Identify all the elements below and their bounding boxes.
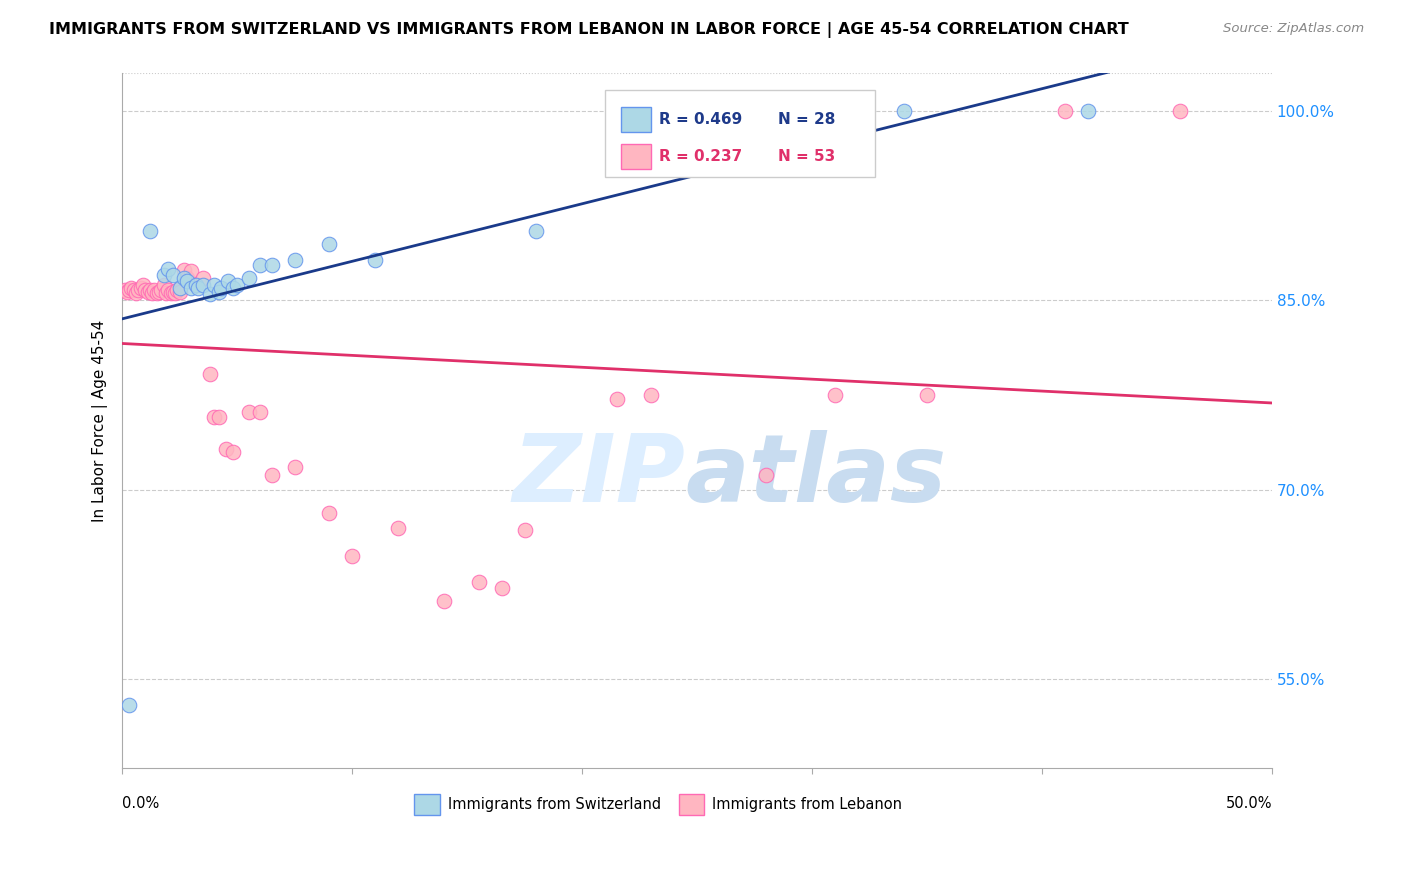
Point	[157, 283, 180, 297]
Point	[221, 281, 243, 295]
Point	[159, 285, 181, 300]
Point	[217, 275, 239, 289]
Point	[893, 103, 915, 118]
Point	[180, 281, 202, 295]
Point	[122, 283, 145, 297]
Point	[249, 404, 271, 418]
Point	[187, 281, 209, 295]
Text: 50.0%: 50.0%	[1226, 796, 1272, 811]
Point	[127, 283, 149, 297]
Point	[318, 236, 340, 251]
Point	[202, 278, 225, 293]
Text: R = 0.237: R = 0.237	[659, 149, 742, 163]
Point	[340, 549, 363, 563]
Point	[118, 283, 141, 297]
FancyBboxPatch shape	[621, 107, 651, 132]
Point	[145, 285, 167, 300]
Point	[606, 392, 628, 406]
Point	[524, 224, 547, 238]
Point	[238, 404, 260, 418]
Point	[139, 224, 162, 238]
Point	[134, 283, 156, 297]
FancyBboxPatch shape	[415, 794, 440, 815]
Point	[120, 281, 142, 295]
Point	[364, 252, 387, 267]
Point	[1168, 103, 1191, 118]
Point	[184, 278, 207, 293]
Point	[180, 264, 202, 278]
Point	[148, 285, 170, 299]
Text: ZIP: ZIP	[513, 430, 686, 522]
Point	[150, 283, 173, 297]
Point	[152, 268, 174, 282]
Point	[467, 575, 489, 590]
Point	[191, 278, 214, 293]
Point	[139, 283, 162, 297]
Point	[169, 285, 191, 299]
Point	[208, 285, 231, 299]
Point	[491, 582, 513, 596]
Point	[114, 283, 136, 297]
Point	[198, 287, 221, 301]
Point	[318, 506, 340, 520]
Point	[173, 263, 195, 277]
Point	[184, 278, 207, 293]
Text: N = 28: N = 28	[778, 112, 835, 127]
Point	[249, 258, 271, 272]
Point	[118, 698, 141, 712]
Point	[915, 388, 938, 402]
FancyBboxPatch shape	[679, 794, 704, 815]
Point	[136, 285, 159, 299]
Text: IMMIGRANTS FROM SWITZERLAND VS IMMIGRANTS FROM LEBANON IN LABOR FORCE | AGE 45-5: IMMIGRANTS FROM SWITZERLAND VS IMMIGRANT…	[49, 22, 1129, 38]
Text: Source: ZipAtlas.com: Source: ZipAtlas.com	[1223, 22, 1364, 36]
Text: Immigrants from Lebanon: Immigrants from Lebanon	[711, 797, 903, 813]
Point	[755, 467, 778, 482]
Point	[221, 445, 243, 459]
Point	[260, 467, 283, 482]
Text: N = 53: N = 53	[778, 149, 835, 163]
Point	[191, 270, 214, 285]
Point	[173, 270, 195, 285]
Point	[202, 409, 225, 424]
Point	[284, 460, 307, 475]
Point	[129, 281, 152, 295]
Point	[640, 388, 662, 402]
Point	[162, 268, 184, 282]
Point	[115, 285, 138, 299]
FancyBboxPatch shape	[605, 90, 876, 178]
Point	[238, 270, 260, 285]
Text: R = 0.469: R = 0.469	[659, 112, 742, 127]
Point	[226, 278, 249, 293]
Point	[166, 283, 188, 297]
Point	[1053, 103, 1076, 118]
Point	[162, 285, 184, 299]
Point	[433, 594, 456, 608]
Point	[176, 270, 198, 285]
Point	[209, 281, 232, 295]
Point	[215, 442, 238, 457]
Point	[284, 252, 307, 267]
Point	[176, 275, 198, 289]
Text: 0.0%: 0.0%	[122, 796, 159, 811]
Point	[141, 285, 163, 300]
Point	[824, 388, 846, 402]
Point	[132, 278, 155, 293]
Point	[152, 278, 174, 293]
Y-axis label: In Labor Force | Age 45-54: In Labor Force | Age 45-54	[93, 319, 108, 522]
Point	[143, 283, 166, 297]
Point	[125, 285, 148, 300]
Point	[155, 285, 177, 300]
Point	[198, 367, 221, 381]
Point	[513, 524, 536, 538]
Point	[208, 409, 231, 424]
Point	[260, 258, 283, 272]
FancyBboxPatch shape	[621, 144, 651, 169]
Text: Immigrants from Switzerland: Immigrants from Switzerland	[447, 797, 661, 813]
Point	[165, 285, 187, 300]
Point	[387, 521, 409, 535]
Point	[157, 261, 180, 276]
Point	[1077, 103, 1099, 118]
Point	[169, 281, 191, 295]
Text: atlas: atlas	[686, 430, 946, 522]
